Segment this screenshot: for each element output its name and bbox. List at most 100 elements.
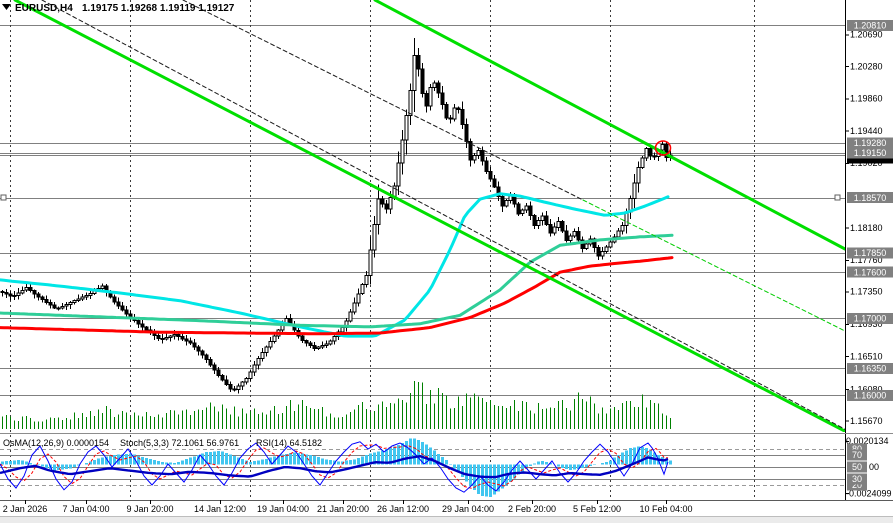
- osma-bar: [337, 461, 340, 465]
- candle-down: [112, 296, 117, 303]
- osma-bar: [433, 450, 436, 465]
- time-axis[interactable]: 2 Jan 2026 7 Jan 04:00 9 Jan 20:00 14 Jan 1…: [3, 500, 693, 514]
- price-level-label[interactable]: 1.17850: [854, 248, 887, 258]
- price-level-label[interactable]: 1.20810: [854, 21, 887, 31]
- price-level-label-box[interactable]: [847, 137, 893, 149]
- price-level-label[interactable]: 1.17000: [854, 314, 887, 324]
- candle-down: [444, 103, 449, 119]
- indicator-level-label[interactable]: 70: [852, 450, 862, 460]
- candle-up: [264, 346, 269, 354]
- price-level-label[interactable]: 1.17600: [854, 267, 887, 277]
- osma-bar: [73, 464, 76, 468]
- osma-bar: [577, 464, 580, 469]
- candle-down: [312, 345, 317, 349]
- price-level-label-box[interactable]: [847, 312, 893, 324]
- osma-bar: [321, 458, 324, 465]
- osma-bar: [441, 457, 444, 465]
- resistance-test-circle-marker[interactable]: [654, 140, 672, 156]
- indicator-level-label-box[interactable]: [847, 479, 867, 491]
- osma-bar: [593, 464, 596, 465]
- indicator-level-label-box[interactable]: [847, 461, 867, 473]
- osma-bar: [101, 457, 104, 465]
- candle-down: [0, 291, 5, 293]
- level-line-handle[interactable]: [0, 194, 7, 201]
- price-level-label-box[interactable]: [847, 362, 893, 374]
- osma-bar: [385, 449, 388, 465]
- indicator-level-label[interactable]: 80: [852, 444, 862, 454]
- indicator-level-label[interactable]: 50: [852, 462, 862, 472]
- osma-bar: [485, 464, 488, 497]
- candle-up: [332, 335, 337, 342]
- osma-bar: [513, 464, 516, 479]
- osma-bar: [205, 452, 208, 465]
- price-level-label-box[interactable]: [847, 192, 893, 204]
- ma-medium-green[interactable]: [0, 233, 674, 329]
- price-level-label-box[interactable]: [847, 19, 893, 31]
- price-level-label[interactable]: 1.19150: [854, 148, 887, 158]
- inner-dashed-green-extension[interactable]: [582, 199, 845, 332]
- time-label: 29 Jan 04:00: [442, 504, 494, 514]
- osma-bar: [345, 460, 348, 465]
- candle-up: [72, 300, 77, 303]
- candle-up: [260, 352, 265, 360]
- symbol-dropdown-icon[interactable]: [2, 4, 11, 10]
- candle-down: [212, 364, 217, 371]
- indicator-level-label[interactable]: 30: [852, 474, 862, 484]
- price-level-label[interactable]: 1.19280: [854, 138, 887, 148]
- price-level-label[interactable]: 1.18570: [854, 193, 887, 203]
- price-level-label[interactable]: 1.16000: [854, 391, 887, 401]
- price-level-label-box[interactable]: [847, 266, 893, 278]
- candle-down: [580, 239, 585, 249]
- indicator-level-label-box[interactable]: [847, 473, 867, 485]
- inner-dashed-black-trendline[interactable]: [182, 0, 584, 201]
- price-tick-label: 1.16080: [850, 384, 883, 394]
- indicator-level-label-box[interactable]: [847, 443, 867, 455]
- osma-bar: [153, 460, 156, 465]
- osma-bar: [201, 453, 204, 465]
- osma-bar: [357, 458, 360, 465]
- candle-down: [560, 221, 565, 232]
- osma-bar: [617, 455, 620, 465]
- price-level-label-box[interactable]: [847, 147, 893, 159]
- indicator-level-label-box[interactable]: [847, 449, 867, 461]
- price-level-label-box[interactable]: [847, 247, 893, 259]
- osma-bar: [109, 455, 112, 465]
- osma-bar: [609, 460, 612, 465]
- channel-line-right[interactable]: [373, 0, 845, 251]
- candle-up: [360, 284, 365, 295]
- indicator-level-label[interactable]: 20: [852, 480, 862, 490]
- candle-up: [400, 139, 405, 164]
- level-line-handle[interactable]: [834, 194, 841, 201]
- osma-bar: [169, 462, 172, 465]
- osma-bar: [281, 454, 284, 465]
- candle-up: [244, 377, 249, 383]
- channel-dashed-black-overlay[interactable]: [41, 0, 852, 433]
- candle-up: [60, 305, 65, 309]
- candle-down: [596, 247, 601, 257]
- candle-up: [412, 54, 417, 92]
- channel-line-left[interactable]: [13, 0, 858, 438]
- time-label: 19 Jan 04:00: [257, 504, 309, 514]
- candle-up: [340, 327, 345, 333]
- osma-bar: [9, 460, 12, 465]
- indicator-pane: [0, 438, 845, 497]
- osma-bar: [497, 464, 500, 492]
- osma-bar: [413, 438, 416, 465]
- osma-bar: [241, 458, 244, 465]
- candle-down: [32, 290, 37, 295]
- candle-up: [556, 221, 561, 228]
- indicator-axis[interactable]: 0.0020134 -0.0024099 80 20 70 30 50 00: [845, 436, 892, 499]
- osma-bar: [461, 464, 464, 478]
- time-label: 14 Jan 12:00: [194, 504, 246, 514]
- candle-up: [252, 364, 257, 373]
- price-level-label[interactable]: 1.16350: [854, 364, 887, 374]
- candle-down: [456, 107, 461, 111]
- osma-bar: [453, 464, 456, 469]
- osma-bar: [445, 460, 448, 465]
- price-level-label-box[interactable]: [847, 389, 893, 401]
- osma-caption: OsMA(12,26,9) 0.0000154: [3, 438, 109, 448]
- ma-slow-red[interactable]: [0, 256, 674, 336]
- price-axis-ticks[interactable]: 1.206901.202801.198601.194401.190201.181…: [845, 30, 883, 426]
